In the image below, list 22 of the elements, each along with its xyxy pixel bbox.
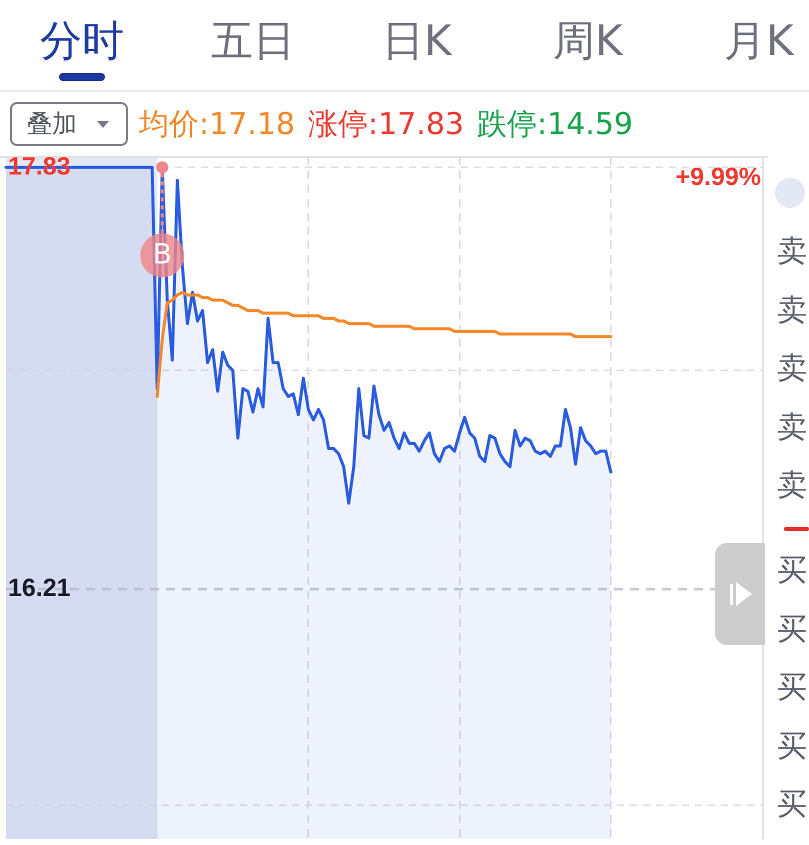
annotation: +9.99%	[676, 163, 761, 191]
text: 均价:17.18	[139, 106, 295, 144]
text: 买	[777, 728, 807, 765]
text: 周K	[553, 16, 623, 66]
y-tick-label: 16.21	[8, 574, 71, 602]
text: 涨停:17.83	[308, 106, 464, 144]
text: 卖	[777, 351, 807, 388]
text: 买	[777, 670, 807, 706]
text: 五日	[211, 16, 295, 66]
text: 卖	[777, 292, 807, 329]
text: 分时	[40, 16, 124, 66]
text: 叠加	[27, 108, 77, 140]
text: 月K	[724, 16, 794, 66]
text: 卖	[777, 410, 807, 446]
text: 跌停:14.59	[477, 106, 633, 144]
text: 日K	[382, 16, 452, 66]
text: 卖	[777, 468, 807, 504]
text: 卖	[777, 234, 807, 270]
text: 买	[777, 553, 807, 589]
legend-label: B	[152, 238, 172, 271]
text: 买	[777, 787, 807, 824]
text: 买	[777, 612, 807, 648]
